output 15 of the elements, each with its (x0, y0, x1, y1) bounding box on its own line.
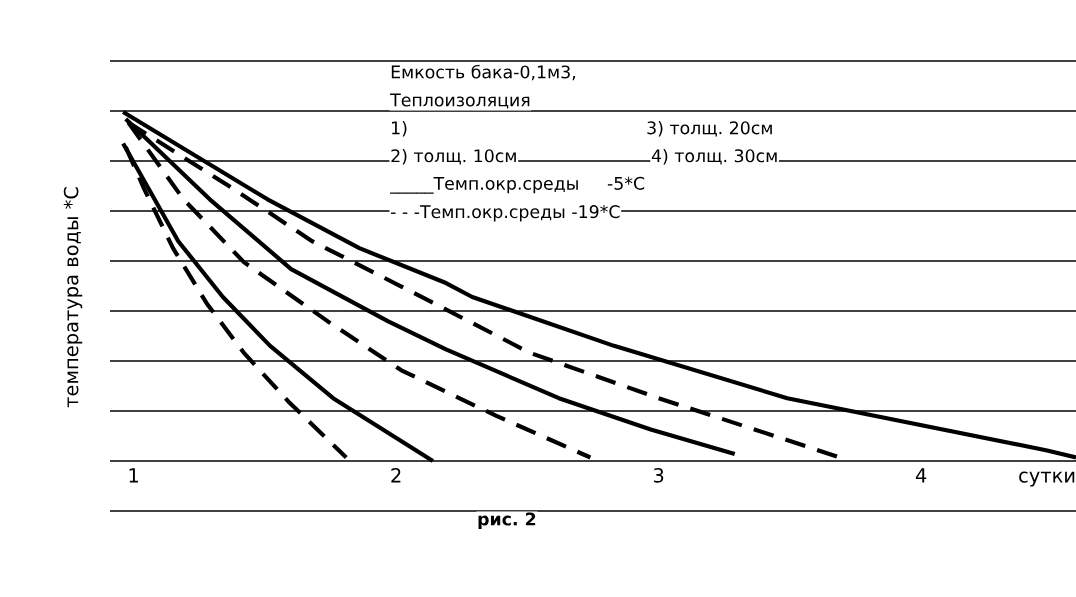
text: Теплоизоляция (390, 93, 530, 109)
y-axis-title: температура воды *С (63, 187, 83, 408)
x-tick-label: 3 (653, 468, 664, 483)
x-tick-label: 1 (129, 468, 139, 483)
text: Емкость бака-0,1м3, (391, 64, 576, 81)
annotation: 4) толщ. 30см (651, 148, 777, 165)
annotation: 2) толщ. 10см (391, 148, 516, 165)
annotation: 1) (392, 120, 407, 137)
annotation: _____Темп.окр.среды -5*С (389, 176, 645, 194)
annotation: - - -Темп.окр.среды -19*С (390, 205, 620, 222)
x-axis-title: сутки (1019, 471, 1075, 487)
text: рис. 2 (478, 512, 536, 529)
x-tick-label: 2 (391, 468, 401, 483)
x-tick-label: 4 (915, 468, 927, 483)
annotation: 3) толщ. 20см (647, 120, 772, 137)
